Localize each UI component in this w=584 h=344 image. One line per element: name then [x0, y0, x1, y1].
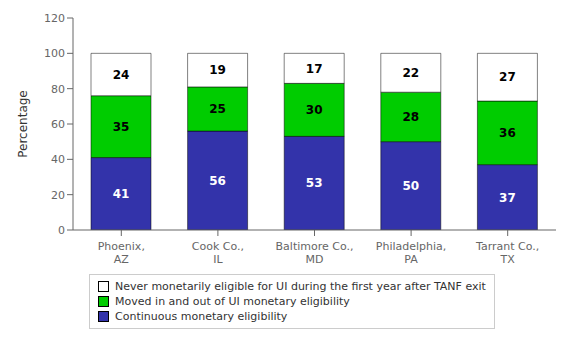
- svg-text:0: 0: [58, 224, 65, 237]
- svg-text:Philadelphia,PA: Philadelphia,PA: [376, 240, 447, 266]
- svg-text:28: 28: [402, 110, 419, 124]
- svg-text:30: 30: [306, 103, 323, 117]
- svg-text:53: 53: [306, 176, 323, 190]
- svg-text:35: 35: [113, 120, 130, 134]
- svg-text:27: 27: [499, 70, 516, 84]
- svg-text:Percentage: Percentage: [16, 90, 30, 158]
- svg-text:19: 19: [209, 63, 226, 77]
- svg-text:37: 37: [499, 191, 516, 205]
- svg-text:50: 50: [402, 179, 419, 193]
- svg-text:20: 20: [51, 189, 65, 202]
- svg-text:41: 41: [113, 187, 130, 201]
- svg-text:120: 120: [44, 12, 65, 25]
- svg-text:100: 100: [44, 47, 65, 60]
- svg-text:Baltimore Co.,MD: Baltimore Co.,MD: [276, 240, 354, 266]
- svg-text:60: 60: [51, 118, 65, 131]
- svg-text:Cook Co.,IL: Cook Co.,IL: [192, 240, 244, 266]
- svg-text:24: 24: [113, 68, 130, 82]
- svg-text:22: 22: [402, 66, 419, 80]
- html-text:Moved in and out of UI monetar: Moved in and out of UI monetary eligibil…: [115, 295, 350, 308]
- html-text:Never monetarily eligible for: Never monetarily eligible for UI during …: [115, 280, 486, 293]
- svg-text:36: 36: [499, 126, 516, 140]
- svg-text:17: 17: [306, 62, 323, 76]
- html-text:Continuous monetary eligibilit: Continuous monetary eligibility: [115, 310, 288, 323]
- svg-text:Phoenix,AZ: Phoenix,AZ: [98, 240, 145, 266]
- svg-text:40: 40: [51, 153, 65, 166]
- svg-text:56: 56: [209, 174, 226, 188]
- svg-text:Tarrant Co.,TX: Tarrant Co.,TX: [475, 240, 539, 266]
- svg-text:25: 25: [209, 102, 226, 116]
- svg-text:80: 80: [51, 83, 65, 96]
